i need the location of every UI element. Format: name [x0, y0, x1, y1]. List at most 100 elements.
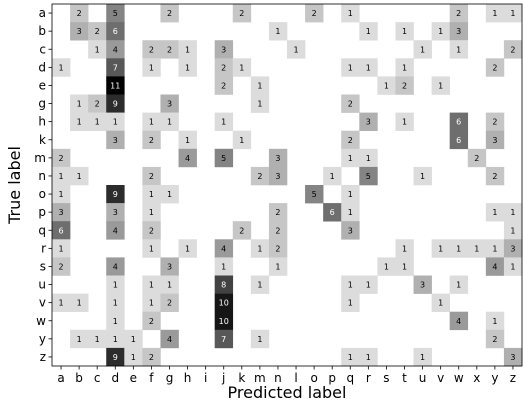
cell-value-label: 2	[149, 226, 154, 235]
cell-value-label: 1	[149, 208, 154, 217]
cell-value-label: 6	[58, 226, 63, 235]
cell-value-label: 1	[420, 172, 425, 181]
heatmap-cell	[106, 130, 125, 150]
heatmap-cell	[214, 58, 234, 77]
cell-value-label: 4	[456, 317, 461, 326]
x-tick-label: s	[383, 371, 389, 385]
heatmap-cell	[359, 22, 378, 41]
y-tick-label: m	[34, 151, 46, 165]
cell-value-label: 4	[185, 154, 190, 163]
heatmap-cell	[323, 203, 342, 222]
heatmap-cell	[341, 94, 360, 113]
heatmap-cell	[467, 148, 487, 168]
heatmap-cell	[142, 58, 161, 77]
heatmap-cell	[70, 94, 89, 113]
heatmap-cell	[485, 4, 505, 23]
cell-value-label: 1	[438, 244, 443, 253]
x-tick-label: v	[437, 371, 444, 385]
cell-value-label: 3	[113, 208, 118, 217]
heatmap-cell	[214, 76, 234, 95]
cell-value-label: 1	[149, 244, 154, 253]
cell-value-label: 1	[366, 27, 371, 36]
y-tick-label: e	[39, 78, 46, 92]
cell-value-label: 1	[402, 27, 407, 36]
heatmap-cell	[431, 239, 450, 258]
cell-value-label: 1	[510, 226, 515, 235]
y-tick-label: q	[38, 223, 46, 237]
heatmap-cell	[341, 275, 360, 294]
heatmap-cell	[341, 347, 360, 367]
heatmap-cell	[106, 185, 125, 204]
cell-value-label: 1	[77, 100, 82, 109]
heatmap-cell	[268, 257, 288, 276]
heatmap-cell	[52, 221, 71, 240]
cell-value-label: 1	[239, 136, 244, 145]
heatmap-cell	[142, 40, 161, 59]
heatmap-cell	[485, 239, 505, 258]
cell-value-label: 1	[492, 9, 497, 18]
cell-value-label: 1	[348, 190, 353, 199]
cell-value-label: 6	[113, 27, 118, 36]
y-tick-label: k	[39, 133, 46, 147]
cell-value-label: 1	[510, 208, 515, 217]
heatmap-cell	[142, 185, 161, 204]
heatmap-cell	[250, 239, 270, 258]
heatmap-cell	[431, 22, 450, 41]
cell-value-label: 1	[456, 45, 461, 54]
y-axis-title: True label	[5, 146, 24, 225]
heatmap-cell	[503, 239, 523, 258]
heatmap-cell	[413, 166, 432, 186]
cell-value-label: 4	[492, 262, 497, 271]
heatmap-cell	[503, 257, 523, 276]
cell-value-label: 3	[275, 172, 280, 181]
heatmap-cell	[160, 293, 179, 312]
cell-value-label: 8	[221, 281, 226, 290]
cell-value-label: 1	[113, 335, 118, 344]
cell-value-label: 2	[348, 136, 353, 145]
heatmap-cell	[142, 221, 161, 240]
heatmap-cell	[178, 40, 197, 59]
cell-value-label: 1	[167, 281, 172, 290]
cell-value-label: 2	[77, 9, 82, 18]
cell-value-label: 3	[348, 226, 353, 235]
cell-value-label: 1	[257, 335, 262, 344]
cell-value-label: 4	[113, 262, 118, 271]
heatmap-cell	[377, 76, 396, 95]
heatmap-cell	[359, 166, 378, 186]
cell-value-label: 1	[149, 118, 154, 127]
heatmap-cell	[395, 58, 414, 77]
cell-value-label: 2	[492, 335, 497, 344]
heatmap-cell	[178, 239, 197, 258]
heatmap-cell	[88, 112, 107, 131]
cell-value-label: 1	[474, 244, 479, 253]
x-tick-label: t	[402, 371, 407, 385]
cell-value-label: 2	[149, 136, 154, 145]
heatmap-cell	[395, 112, 414, 131]
heatmap-cell	[268, 148, 288, 168]
heatmap-cell	[305, 4, 324, 23]
cell-value-label: 3	[58, 208, 63, 217]
cell-value-label: 1	[402, 244, 407, 253]
cell-value-label: 4	[221, 244, 226, 253]
heatmap-cell	[395, 257, 414, 276]
heatmap-cell	[377, 257, 396, 276]
x-tick-label: h	[184, 371, 192, 385]
heatmap-cell	[88, 329, 107, 349]
heatmap-cell	[268, 239, 288, 258]
heatmap-cell	[160, 185, 179, 204]
cell-value-label: 2	[221, 63, 226, 72]
heatmap-cell	[359, 58, 378, 77]
cell-value-label: 2	[275, 244, 280, 253]
y-tick-label: b	[38, 24, 46, 38]
cell-value-label: 3	[456, 27, 461, 36]
cell-value-label: 4	[113, 226, 118, 235]
heatmap-cell	[214, 329, 234, 349]
cell-value-label: 1	[131, 353, 136, 362]
cell-value-label: 1	[185, 63, 190, 72]
cell-value-label: 1	[348, 154, 353, 163]
cell-value-label: 2	[95, 100, 100, 109]
cell-value-label: 3	[420, 281, 425, 290]
cell-value-label: 1	[492, 244, 497, 253]
heatmap-cell	[52, 239, 71, 258]
cell-value-label: 2	[58, 262, 63, 271]
